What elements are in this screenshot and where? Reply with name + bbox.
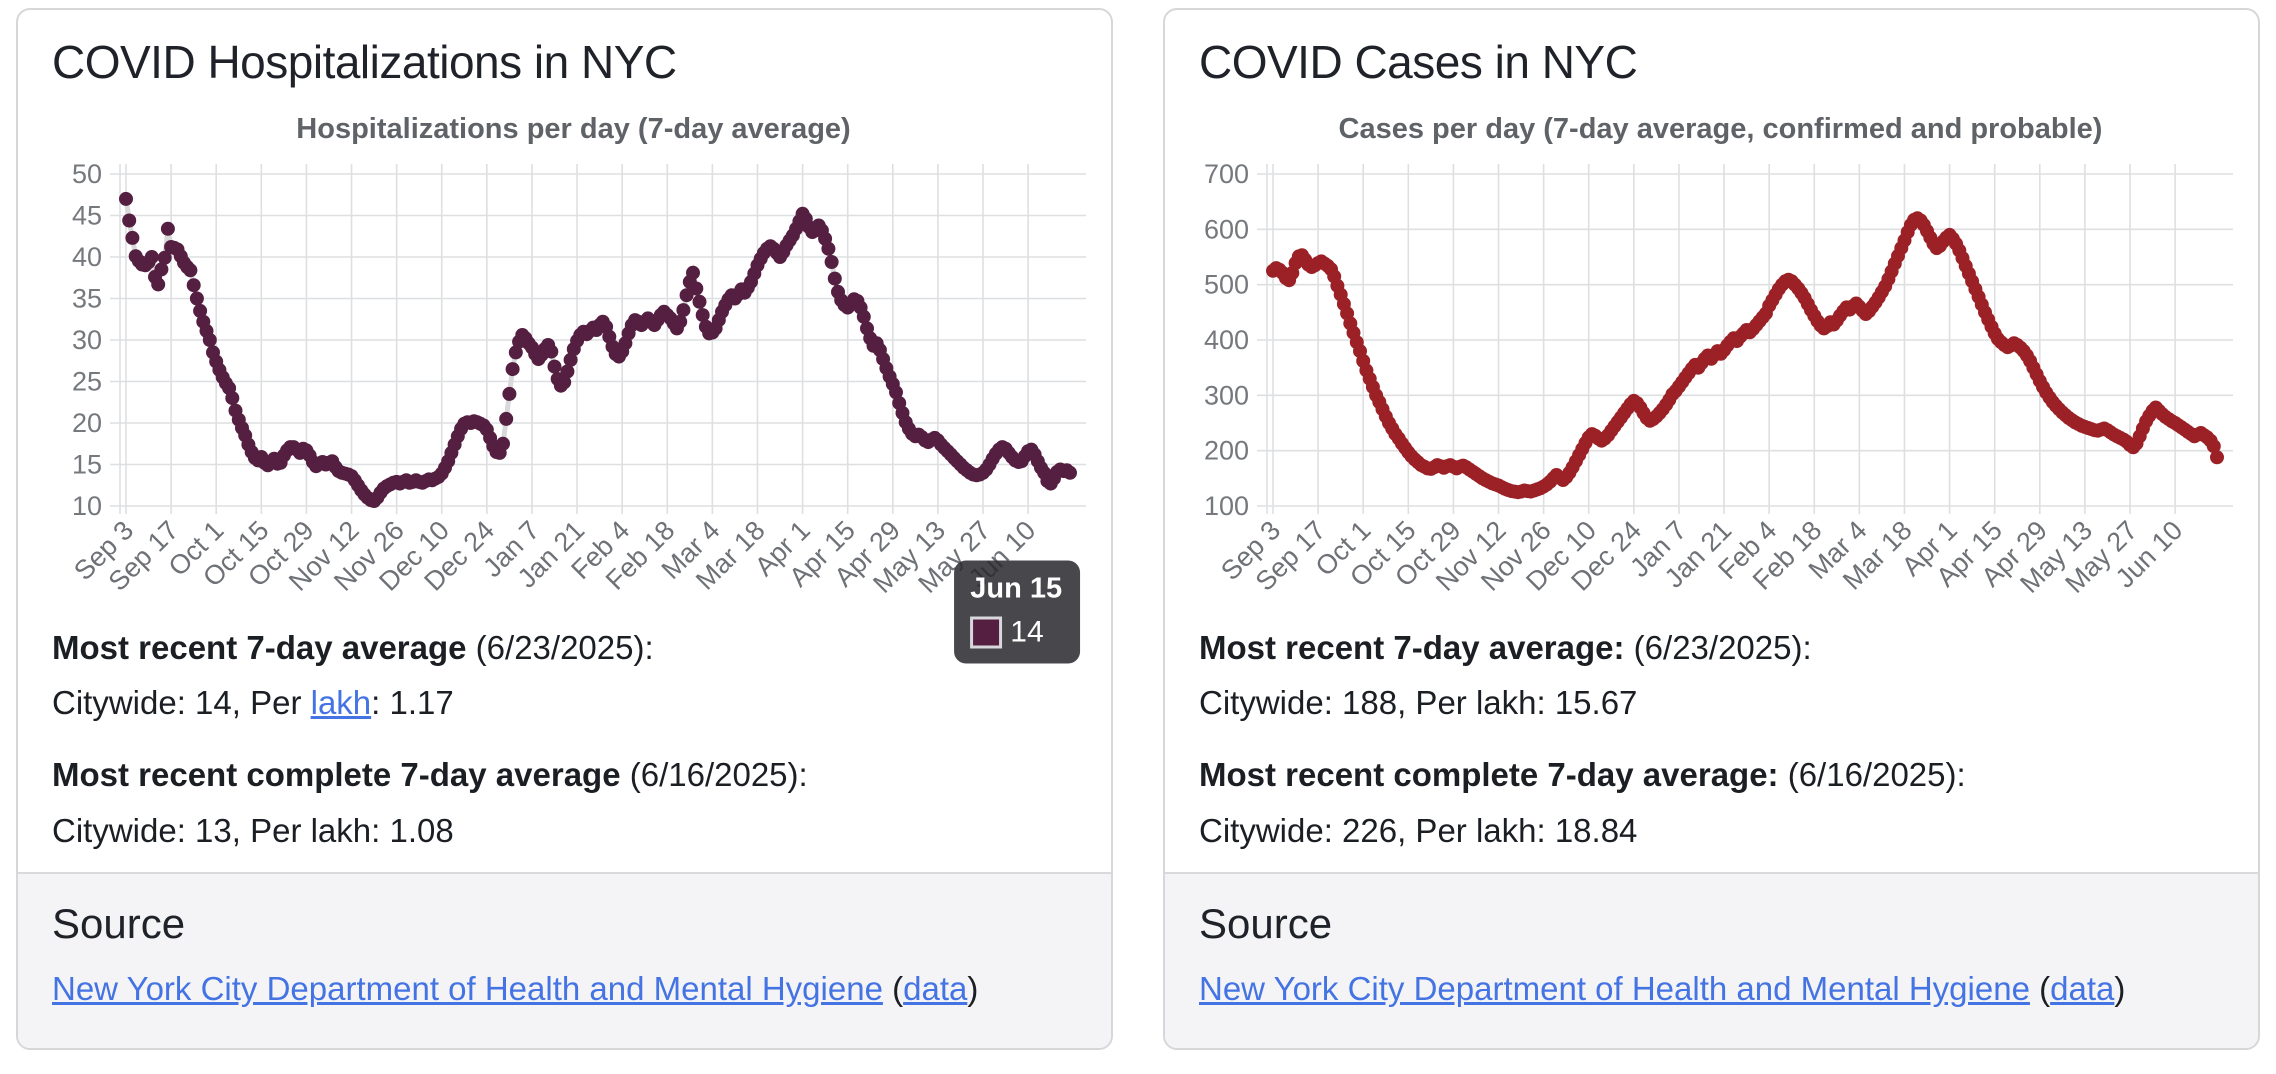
data-points: [1266, 211, 2224, 500]
stat-complete-date: (6/16/2025):: [620, 755, 808, 793]
svg-text:20: 20: [72, 408, 102, 438]
hospitalizations-card: COVID Hospitalizations in NYC Hospitaliz…: [16, 8, 1113, 1051]
svg-text:50: 50: [72, 159, 102, 189]
stat-recent-value: Citywide: 14, Per lakh: 1.17: [52, 684, 454, 722]
stat-complete-value: Citywide: 226, Per lakh: 18.84: [1199, 811, 1638, 849]
source-line: New York City Department of Health and M…: [1199, 970, 2126, 1008]
stat-recent-label: Most recent 7-day average:: [1199, 628, 1625, 666]
page-title-hospitalizations: COVID Hospitalizations in NYC: [52, 36, 677, 88]
source-heading: Source: [1199, 900, 1333, 948]
svg-text:30: 30: [72, 325, 102, 355]
stat-recent-label: Most recent 7-day average: [52, 628, 467, 666]
svg-text:500: 500: [1204, 270, 1249, 300]
cases-chart: Cases per day (7-day average, confirmed …: [1199, 113, 2242, 612]
stat-complete-label: Most recent complete 7-day average:: [1199, 755, 1779, 793]
svg-text:100: 100: [1204, 491, 1249, 521]
stat-complete-heading: Most recent complete 7-day average: (6/1…: [1199, 753, 2242, 797]
svg-text:10: 10: [72, 491, 102, 521]
stat-complete-heading: Most recent complete 7-day average (6/16…: [52, 753, 1095, 797]
data-points: [119, 191, 1077, 508]
svg-text:300: 300: [1204, 380, 1249, 410]
y-axis-labels: 100 200 300 400 500 600 700: [1204, 159, 1249, 521]
svg-text:400: 400: [1204, 325, 1249, 355]
source-line: New York City Department of Health and M…: [52, 970, 979, 1008]
source-panel: Source New York City Department of Healt…: [1165, 872, 2258, 1049]
dohmh-link[interactable]: New York City Department of Health and M…: [1199, 970, 2030, 1008]
dohmh-link[interactable]: New York City Department of Health and M…: [52, 970, 883, 1008]
stat-complete-value: Citywide: 13, Per lakh: 1.08: [52, 811, 454, 849]
svg-text:600: 600: [1204, 214, 1249, 244]
y-axis-labels: 10 15 20 25 30 35 40 45 50: [72, 159, 102, 521]
cases-card-body: COVID Cases in NYC Cases per day (7-day …: [1165, 10, 2258, 872]
svg-text:35: 35: [72, 283, 102, 313]
stat-recent-value: Citywide: 188, Per lakh: 15.67: [1199, 684, 1638, 722]
source-panel: Source New York City Department of Healt…: [18, 872, 1111, 1049]
source-heading: Source: [52, 900, 186, 948]
stat-recent-heading: Most recent 7-day average: (6/23/2025):: [1199, 626, 2242, 670]
svg-text:15: 15: [72, 449, 102, 479]
stat-complete-label: Most recent complete 7-day average: [52, 755, 621, 793]
lakh-link[interactable]: lakh: [310, 684, 372, 722]
chart-title: Hospitalizations per day (7-day average): [296, 112, 851, 145]
data-link[interactable]: data: [903, 970, 968, 1008]
svg-text:700: 700: [1204, 159, 1249, 189]
svg-text:25: 25: [72, 366, 102, 396]
svg-text:200: 200: [1204, 436, 1249, 466]
stat-complete-date: (6/16/2025):: [1778, 755, 1966, 793]
svg-text:45: 45: [72, 200, 102, 230]
chart-title: Cases per day (7-day average, confirmed …: [1338, 112, 2103, 145]
stats-block: Most recent 7-day average: (6/23/2025): …: [1199, 626, 2242, 852]
page-title-cases: COVID Cases in NYC: [1199, 36, 1638, 88]
hospitalizations-chart: Hospitalizations per day (7-day average)…: [52, 112, 1095, 664]
stats-block: Most recent 7-day average (6/23/2025): C…: [52, 626, 1095, 852]
stat-recent-heading: Most recent 7-day average (6/23/2025):: [52, 626, 1095, 670]
svg-text:40: 40: [72, 242, 102, 272]
cases-card: COVID Cases in NYC Cases per day (7-day …: [1163, 8, 2260, 1051]
hospitalizations-card-body: COVID Hospitalizations in NYC Hospitaliz…: [18, 10, 1111, 872]
stat-recent-date: (6/23/2025):: [1624, 628, 1812, 666]
data-link[interactable]: data: [2050, 970, 2115, 1008]
stat-recent-date: (6/23/2025):: [466, 628, 654, 666]
gridlines: [110, 163, 1086, 514]
